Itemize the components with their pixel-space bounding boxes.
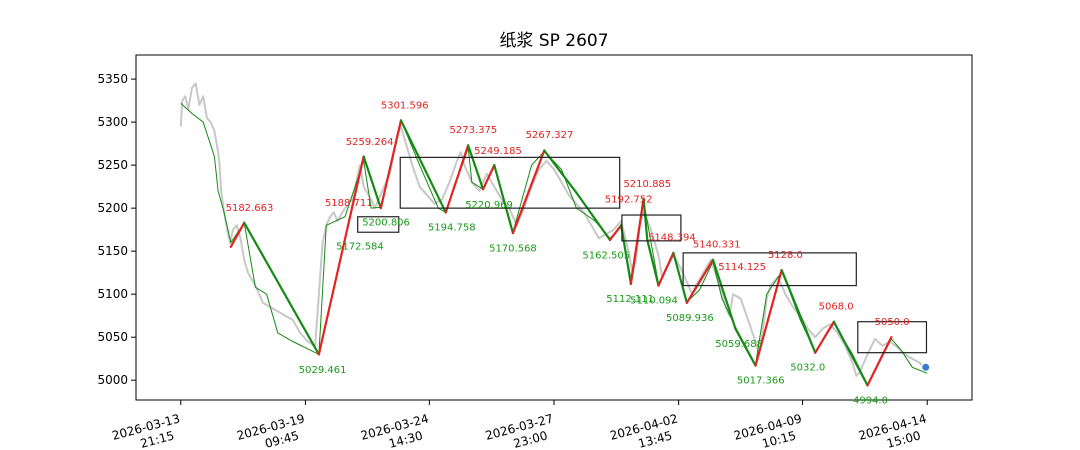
zigzag-down-segment — [646, 238, 660, 287]
zigzag-down-segment — [467, 144, 485, 191]
zigzag-up-segment — [481, 164, 496, 191]
zigzag-down-segment — [399, 119, 447, 214]
swing-high-label: 5210.885 — [623, 179, 671, 190]
zigzag-up-segment — [317, 155, 365, 356]
swing-high-label: 5188.711 — [325, 198, 373, 209]
y-tick-label: 5250 — [97, 158, 128, 172]
x-tick-label: 2026-03-1321:15 — [111, 411, 186, 450]
zigzag-down-segment — [493, 164, 515, 235]
swing-low-label: 5032.0 — [790, 363, 825, 374]
zigzag-up-segment — [657, 251, 675, 287]
y-tick-label: 5200 — [97, 201, 128, 215]
trend-line — [180, 102, 928, 386]
zigzag-down-segment — [362, 155, 382, 210]
trend-series — [180, 102, 928, 386]
x-tick-label: 2026-04-1415:00 — [857, 411, 932, 450]
zigzag-up-segment — [379, 119, 403, 210]
swing-high-label: 5273.375 — [450, 125, 498, 136]
zigzag-up-segment — [511, 149, 546, 235]
swing-low-label: 5172.584 — [336, 242, 384, 253]
zigzag-up-segment — [814, 320, 836, 354]
swing-high-label: 5148.394 — [648, 233, 696, 244]
swing-low-label: 5170.568 — [489, 243, 537, 254]
zigzag-down-segment — [832, 320, 869, 387]
swing-low-label: 4994.0 — [853, 395, 888, 406]
y-tick-label: 5100 — [97, 287, 128, 301]
range-box — [621, 214, 682, 242]
swing-high-label: 5259.264 — [346, 137, 394, 148]
x-tick-label: 2026-03-2414:30 — [359, 411, 434, 450]
zigzag-down-segment — [642, 197, 649, 242]
zigzag-up-segment — [608, 224, 623, 242]
zigzag-down-segment — [780, 268, 817, 354]
x-axis: 2026-03-1321:15 2026-03-1909:45 2026-03-24… — [111, 400, 932, 450]
zigzag-down-segment — [620, 224, 632, 285]
swing-high-label: 5192.752 — [605, 194, 653, 205]
zigzag-up-segment — [754, 268, 783, 367]
swing-high-label: 5114.125 — [718, 262, 766, 273]
x-tick-label: 2026-04-0910:15 — [732, 411, 807, 450]
price-series — [179, 82, 928, 377]
swing-low-label: 5200.806 — [362, 217, 410, 228]
swing-labels: 5182.663 5029.461 5188.711 5172.584 5259.264… — [226, 101, 910, 407]
swing-low-label: 5110.094 — [630, 295, 678, 306]
zigzag-up-segment — [229, 221, 246, 248]
zigzag-down-segment — [575, 191, 612, 242]
swing-high-label: 5182.663 — [226, 203, 274, 214]
zigzag-down-segment — [734, 327, 757, 367]
x-tick-label: 2026-03-2723:00 — [484, 411, 559, 450]
zigzag-up-segment — [685, 258, 715, 304]
swing-low-label: 5112.111 — [606, 294, 654, 305]
swing-high-label: 5140.331 — [693, 239, 741, 250]
swing-low-label: 5029.461 — [299, 365, 347, 376]
chart-title: 纸浆 SP 2607 — [499, 31, 608, 51]
swing-high-label: 5050.0 — [875, 317, 910, 328]
y-tick-label: 5150 — [97, 244, 128, 258]
y-tick-label: 5300 — [97, 115, 128, 129]
range-box — [682, 252, 857, 287]
swing-high-label: 5249.185 — [474, 146, 522, 157]
y-tick-label: 5350 — [97, 72, 128, 86]
price-line — [179, 82, 928, 377]
y-tick-label: 5000 — [97, 373, 128, 387]
swing-high-label: 5128.0 — [768, 250, 803, 261]
x-tick-label: 2026-04-0213:45 — [608, 411, 683, 450]
last-price-marker — [921, 362, 931, 372]
swing-high-label: 5068.0 — [819, 302, 854, 313]
swing-high-label: 5267.327 — [526, 130, 574, 141]
swing-low-label: 5194.758 — [428, 223, 476, 234]
y-axis: 5000 5050 5100 5150 5200 5250 5300 5350 — [97, 72, 136, 387]
range-box — [399, 156, 621, 209]
zigzag-down-segment — [672, 251, 688, 304]
zigzag-down-segment — [243, 221, 320, 356]
range-box — [857, 321, 928, 354]
swing-low-label: 5089.936 — [666, 313, 714, 324]
x-tick-label: 2026-03-1909:45 — [235, 411, 310, 450]
swing-low-label: 5059.688 — [715, 339, 763, 350]
swing-low-label: 5017.366 — [737, 375, 785, 386]
zigzag-up-segment — [444, 144, 470, 214]
swing-low-label: 5162.505 — [582, 250, 630, 261]
swing-low-label: 5220.969 — [465, 200, 513, 211]
range-boxes — [357, 156, 928, 354]
zigzag-down-segment — [711, 258, 737, 330]
range-box — [357, 216, 400, 233]
y-tick-label: 5050 — [97, 330, 128, 344]
swing-high-label: 5301.596 — [381, 101, 429, 112]
zigzag-up-segment — [866, 336, 893, 387]
